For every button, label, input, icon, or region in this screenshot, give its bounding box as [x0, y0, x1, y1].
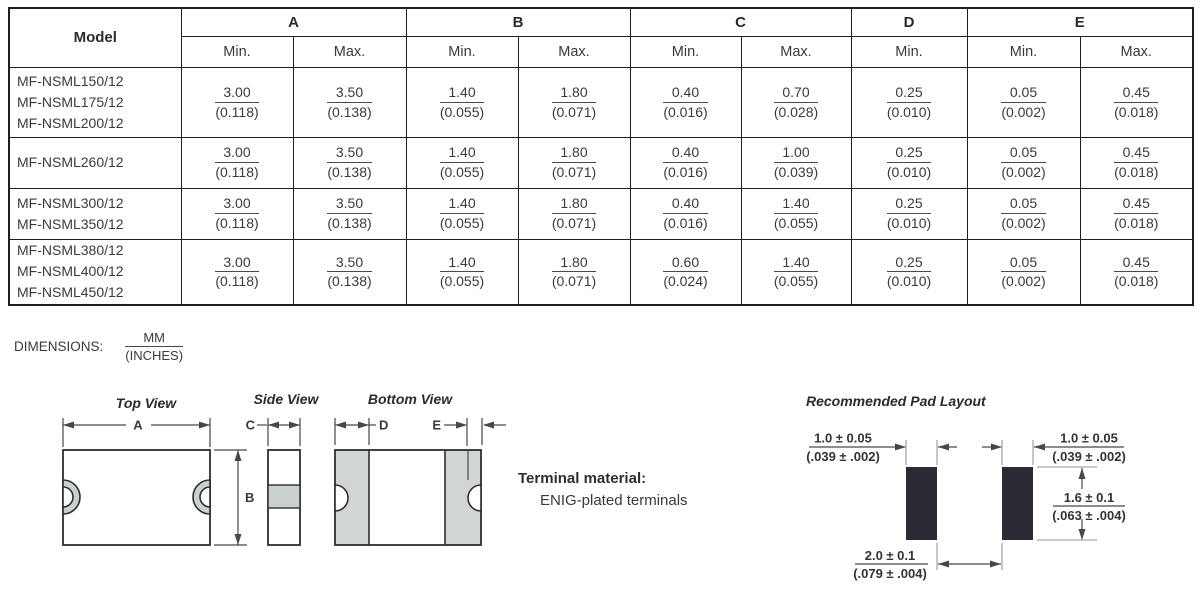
dim-cell: 0.45 (0.018)	[1079, 187, 1194, 240]
pad-spacing-mm: 2.0 ± 0.1	[865, 548, 916, 563]
subheader-c-min: Min.	[629, 35, 742, 68]
terminal-material-text: ENIG-plated terminals	[540, 492, 688, 509]
dimension-spec-table: Model A B C D E Min. Max. Min. Max. Min.…	[8, 7, 1194, 306]
subheader-a-min: Min.	[180, 35, 294, 68]
dim-cell: 1.40 (0.055)	[740, 238, 852, 306]
group-header-a: A	[180, 7, 407, 37]
dim-cell: 3.50 (0.138)	[292, 66, 407, 138]
dim-cell: 1.40 (0.055)	[405, 238, 519, 306]
dim-cell: 1.40 (0.055)	[405, 66, 519, 138]
dim-cell: 0.05 (0.002)	[966, 187, 1081, 240]
pad-width-right-in: (.039 ± .002)	[1052, 449, 1126, 464]
side-view-diagram: Side View C	[246, 391, 320, 546]
dim-label-b: B	[245, 490, 254, 505]
dim-cell: 0.45 (0.018)	[1079, 238, 1194, 306]
model-cell: MF-NSML380/12 MF-NSML400/12 MF-NSML450/12	[8, 238, 182, 306]
dim-cell: 1.80 (0.071)	[517, 66, 631, 138]
dimensions-note-label: DIMENSIONS:	[14, 339, 104, 355]
pad-width-right-mm: 1.0 ± 0.05	[1060, 431, 1118, 446]
subheader-e-min: Min.	[966, 35, 1081, 68]
dim-cell: 3.00 (0.118)	[180, 187, 294, 240]
subheader-d-min: Min.	[850, 35, 968, 68]
model-cell: MF-NSML150/12 MF-NSML175/12 MF-NSML200/12	[8, 66, 182, 138]
dim-cell: 0.05 (0.002)	[966, 238, 1081, 306]
dim-cell: 0.45 (0.018)	[1079, 136, 1194, 189]
group-header-e: E	[966, 7, 1194, 37]
dim-cell: 0.45 (0.018)	[1079, 66, 1194, 138]
dim-cell: 1.80 (0.071)	[517, 187, 631, 240]
table-row: MF-NSML300/12 MF-NSML350/12 3.00 (0.118) 3…	[8, 187, 1194, 240]
terminal-material-title: Terminal material:	[518, 470, 647, 487]
dim-cell: 0.70 (0.028)	[740, 66, 852, 138]
dim-cell: 0.05 (0.002)	[966, 136, 1081, 189]
dimensions-note: DIMENSIONS: MM (INCHES)	[14, 330, 184, 364]
top-view-diagram: Top View A B	[62, 395, 254, 546]
top-view-title: Top View	[116, 395, 178, 411]
dimensions-note-units: MM (INCHES)	[125, 330, 184, 364]
dim-cell: 0.40 (0.016)	[629, 136, 742, 189]
subheader-c-max: Max.	[740, 35, 852, 68]
dim-cell: 0.05 (0.002)	[966, 66, 1081, 138]
dim-cell: 0.60 (0.024)	[629, 238, 742, 306]
group-header-b: B	[405, 7, 631, 37]
dim-cell: 1.80 (0.071)	[517, 238, 631, 306]
mechanical-drawings: Top View A B Side View C	[62, 391, 1126, 581]
pad-height-in: (.063 ± .004)	[1052, 508, 1126, 523]
side-view-element-band	[267, 484, 301, 509]
dim-cell: 3.00 (0.118)	[180, 238, 294, 306]
pad-spacing-in: (.079 ± .004)	[853, 566, 927, 581]
pad-layout-title: Recommended Pad Layout	[806, 393, 987, 409]
model-cell: MF-NSML260/12	[8, 136, 182, 189]
top-view-body	[62, 449, 211, 546]
pad-height-mm: 1.6 ± 0.1	[1064, 490, 1115, 505]
dim-cell: 1.40 (0.055)	[405, 187, 519, 240]
table-row: MF-NSML380/12 MF-NSML400/12 MF-NSML450/12 …	[8, 238, 1194, 306]
pad-width-left-mm: 1.0 ± 0.05	[814, 431, 872, 446]
table-row: MF-NSML260/12 3.00 (0.118) 3.50 (0.138) 1.…	[8, 136, 1194, 189]
left-pad	[906, 467, 937, 540]
group-header-d: D	[850, 7, 968, 37]
right-pad	[1002, 467, 1033, 540]
dim-cell: 3.50 (0.138)	[292, 238, 407, 306]
dim-cell: 1.80 (0.071)	[517, 136, 631, 189]
pad-layout-diagram: Recommended Pad Layout 1.0 ± 0.05 (.039 …	[806, 393, 1126, 581]
dim-cell: 0.25 (0.010)	[850, 187, 968, 240]
dim-cell: 0.25 (0.010)	[850, 238, 968, 306]
dim-cell: 1.40 (0.055)	[405, 136, 519, 189]
bottom-view-diagram: Bottom View D E	[334, 391, 506, 546]
dim-cell: 0.40 (0.016)	[629, 187, 742, 240]
subheader-b-min: Min.	[405, 35, 519, 68]
dim-cell: 0.25 (0.010)	[850, 136, 968, 189]
pad-width-left-in: (.039 ± .002)	[806, 449, 880, 464]
dim-label-e: E	[432, 418, 441, 433]
dim-label-c: C	[246, 418, 256, 433]
dim-cell: 3.00 (0.118)	[180, 136, 294, 189]
dim-cell: 1.40 (0.055)	[740, 187, 852, 240]
terminal-material-note: Terminal material: ENIG-plated terminals	[518, 468, 688, 512]
dim-label-d: D	[379, 418, 388, 433]
bottom-left-notch	[334, 484, 349, 512]
dim-cell: 3.00 (0.118)	[180, 66, 294, 138]
dim-cell: 0.25 (0.010)	[850, 66, 968, 138]
subheader-a-max: Max.	[292, 35, 407, 68]
group-header-c: C	[629, 7, 852, 37]
dim-cell: 3.50 (0.138)	[292, 187, 407, 240]
bottom-view-title: Bottom View	[368, 391, 453, 407]
table-row: MF-NSML150/12 MF-NSML175/12 MF-NSML200/12 …	[8, 66, 1194, 138]
subheader-e-max: Max.	[1079, 35, 1194, 68]
dim-label-a: A	[133, 418, 143, 433]
model-column-header: Model	[8, 7, 182, 68]
dim-cell: 1.00 (0.039)	[740, 136, 852, 189]
bottom-right-notch	[467, 484, 482, 512]
model-cell: MF-NSML300/12 MF-NSML350/12	[8, 187, 182, 240]
side-view-title: Side View	[254, 391, 320, 407]
subheader-b-max: Max.	[517, 35, 631, 68]
dim-cell: 0.40 (0.016)	[629, 66, 742, 138]
dim-cell: 3.50 (0.138)	[292, 136, 407, 189]
